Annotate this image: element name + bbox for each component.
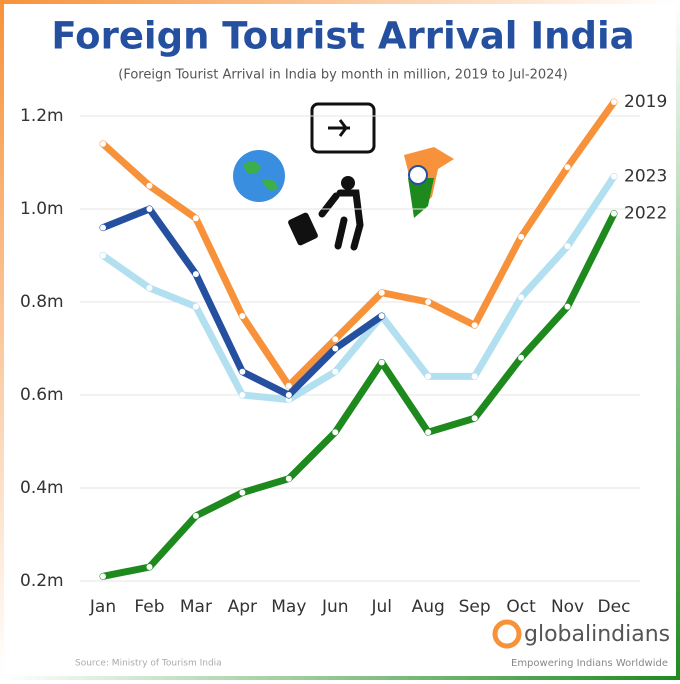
x-tick-label: Jan	[89, 597, 116, 617]
data-point	[146, 182, 153, 189]
data-point	[425, 299, 432, 305]
series-label: 2022	[624, 204, 667, 224]
x-tick-label: Dec	[598, 597, 631, 617]
series-label: 2019	[624, 92, 667, 112]
data-point	[611, 173, 617, 180]
y-tick-label: 0.8m	[20, 292, 64, 312]
series-line	[99, 210, 618, 580]
brand: globalindians	[524, 622, 670, 647]
y-tick-label: 0.6m	[20, 385, 64, 405]
data-point	[192, 271, 199, 278]
data-point	[239, 368, 246, 375]
data-point	[239, 489, 246, 496]
data-point	[192, 215, 199, 222]
series-line	[99, 172, 618, 404]
data-point	[378, 289, 385, 296]
data-point	[518, 233, 525, 240]
y-tick-label: 1.0m	[20, 199, 64, 219]
data-point	[564, 164, 571, 171]
data-point	[471, 373, 478, 380]
data-point	[146, 206, 153, 212]
x-tick-label: Sep	[459, 597, 491, 617]
data-point	[378, 312, 385, 319]
data-point	[611, 99, 617, 106]
series-label: 2023	[624, 166, 667, 186]
data-point	[146, 285, 153, 292]
data-point	[611, 210, 617, 217]
data-point	[378, 359, 385, 366]
brand-logo	[492, 619, 522, 649]
chart-subtitle: (Foreign Tourist Arrival in India by mon…	[118, 68, 568, 83]
data-point	[285, 382, 292, 389]
data-point	[332, 345, 339, 352]
data-point	[285, 475, 292, 482]
x-tick-label: Nov	[551, 597, 584, 617]
data-point	[239, 312, 246, 319]
x-tick-label: Jul	[370, 597, 392, 617]
x-tick-label: Aug	[412, 597, 445, 617]
series-line	[99, 98, 618, 390]
data-point	[518, 294, 525, 301]
data-point	[564, 303, 571, 310]
data-point	[332, 336, 339, 343]
data-point	[471, 322, 478, 329]
x-tick-label: Feb	[134, 597, 164, 617]
data-point	[518, 354, 525, 361]
data-point	[100, 573, 106, 580]
data-point	[192, 303, 199, 310]
data-point	[100, 140, 106, 147]
data-point	[425, 429, 432, 436]
x-tick-label: Apr	[228, 597, 257, 617]
data-point	[285, 392, 292, 398]
chart-title: Foreign Tourist Arrival India	[51, 15, 634, 58]
data-point	[100, 224, 106, 231]
source: Source: Ministry of Tourism India	[75, 659, 222, 669]
data-point	[332, 368, 339, 375]
data-point	[239, 392, 246, 398]
data-point	[471, 415, 478, 422]
data-point	[564, 243, 571, 250]
data-point	[425, 373, 432, 380]
data-point	[192, 512, 199, 519]
x-tick-label: May	[271, 597, 306, 617]
y-tick-label: 1.2m	[20, 106, 64, 126]
data-point	[332, 429, 339, 436]
tagline: Empowering Indians Worldwide	[511, 658, 668, 669]
x-tick-label: Jun	[321, 597, 349, 617]
data-point	[146, 564, 153, 571]
y-tick-label: 0.4m	[20, 478, 64, 498]
x-tick-label: Mar	[180, 597, 212, 617]
x-tick-label: Oct	[506, 597, 536, 617]
y-tick-label: 0.2m	[20, 571, 64, 591]
data-point	[100, 252, 106, 259]
